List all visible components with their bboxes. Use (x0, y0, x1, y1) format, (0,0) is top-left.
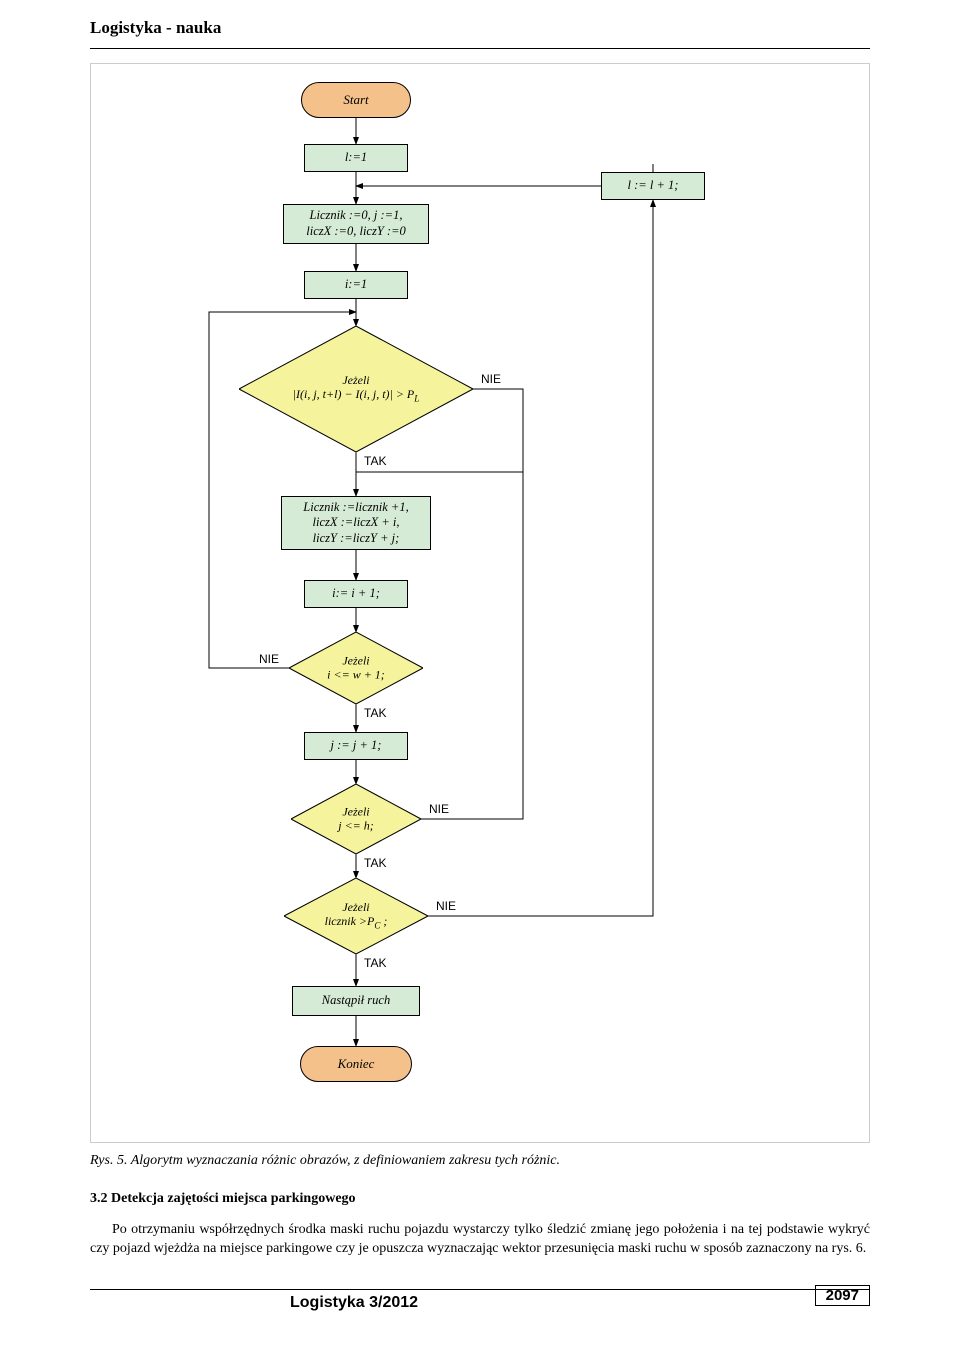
l-inc-label: l := l + 1; (628, 178, 679, 194)
acc-line2: liczX :=liczX + i, (313, 515, 400, 531)
d3-nie-label: NIE (429, 802, 449, 816)
body-paragraph: Po otrzymaniu współrzędnych środka maski… (90, 1221, 870, 1259)
d2-nie-label: NIE (259, 652, 279, 666)
header-rule (90, 48, 870, 49)
flowchart-figure: Start l:=1 l := l + 1; Licznik :=0, j :=… (90, 63, 870, 1143)
l-init-label: l:=1 (345, 150, 367, 166)
motion-label: Nastąpił ruch (322, 993, 390, 1009)
d3-expr: j <= h; (338, 819, 374, 833)
motion-node: Nastąpił ruch (292, 986, 420, 1016)
counters-init-line2: liczX :=0, liczY :=0 (306, 224, 406, 240)
start-label: Start (343, 92, 368, 108)
d1-expr: |I(i, j, t+l) − I(i, j, t)| > P (293, 388, 415, 402)
d3-jezeli: Jeżeli (291, 805, 421, 819)
end-node: Koniec (300, 1046, 412, 1082)
d1-jezeli: Jeżeli (239, 373, 473, 387)
i-inc-node: i:= i + 1; (304, 580, 408, 608)
i-init-node: i:=1 (304, 271, 408, 299)
counters-init-node: Licznik :=0, j :=1, liczX :=0, liczY :=0 (283, 204, 429, 244)
page-header: Logistyka - nauka (0, 0, 960, 44)
d2-expr: i <= w + 1; (327, 668, 385, 682)
i-inc-label: i:= i + 1; (332, 586, 380, 602)
d4-expr: licznik >P (325, 915, 375, 929)
d4-after: ; (380, 915, 387, 929)
page-footer: 2097 Logistyka 3/2012 (90, 1289, 870, 1312)
acc-line3: liczY :=liczY + j; (313, 531, 400, 547)
counters-init-line1: Licznik :=0, j :=1, (310, 208, 403, 224)
journal-name: Logistyka 3/2012 (90, 1294, 870, 1312)
page-number: 2097 (815, 1285, 870, 1306)
decision-licznik: Jeżeli licznik >PC ; (284, 878, 428, 954)
d4-tak-label: TAK (364, 956, 386, 970)
d2-tak-label: TAK (364, 706, 386, 720)
d4-nie-label: NIE (436, 899, 456, 913)
section-heading: 3.2 Detekcja zajętości miejsca parkingow… (90, 1191, 870, 1207)
decision-i-bound: Jeżeli i <= w + 1; (289, 632, 423, 704)
j-inc-label: j := j + 1; (331, 738, 382, 754)
l-init-node: l:=1 (304, 144, 408, 172)
end-label: Koniec (338, 1056, 375, 1072)
accumulate-node: Licznik :=licznik +1, liczX :=liczX + i,… (281, 496, 431, 550)
decision-intensity: Jeżeli |I(i, j, t+l) − I(i, j, t)| > PL (239, 326, 473, 452)
start-node: Start (301, 82, 411, 118)
d2-jezeli: Jeżeli (289, 654, 423, 668)
figure-caption: Rys. 5. Algorytm wyznaczania różnic obra… (90, 1153, 870, 1169)
d4-jezeli: Jeżeli (284, 900, 428, 914)
l-inc-node: l := l + 1; (601, 172, 705, 200)
i-init-label: i:=1 (345, 277, 367, 293)
j-inc-node: j := j + 1; (304, 732, 408, 760)
decision-j-bound: Jeżeli j <= h; (291, 784, 421, 854)
d1-sub: L (414, 394, 419, 404)
footer-rule (90, 1289, 870, 1290)
d3-tak-label: TAK (364, 856, 386, 870)
d1-tak-label: TAK (364, 454, 386, 468)
d1-nie-label: NIE (481, 372, 501, 386)
flowchart-edges (91, 64, 871, 1144)
acc-line1: Licznik :=licznik +1, (303, 500, 408, 516)
